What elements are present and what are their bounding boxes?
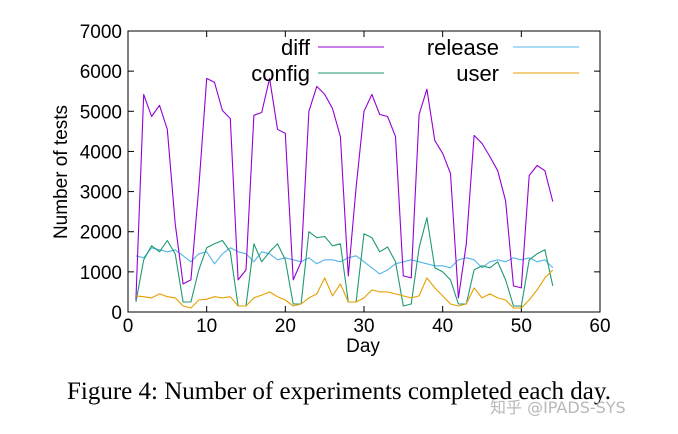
y-tick-label: 4000: [80, 142, 122, 163]
y-tick-label: 6000: [80, 62, 122, 83]
x-axis-label: Day: [346, 336, 380, 357]
y-tick-label: 3000: [80, 183, 122, 204]
y-tick-label: 5000: [80, 102, 122, 123]
x-tick-label: 10: [196, 316, 217, 337]
watermark: 知乎 @IPADS-SYS: [490, 398, 626, 417]
legend-label-user: user: [456, 61, 499, 86]
y-tick-label: 0: [111, 303, 122, 324]
x-tick-label: 20: [275, 316, 296, 337]
legend-label-diff: diff: [281, 35, 311, 60]
y-tick-label: 1000: [80, 263, 122, 284]
x-tick-label: 60: [589, 316, 610, 337]
series-line-diff: [135, 77, 554, 301]
series-line-user: [135, 269, 554, 309]
legend-label-release: release: [427, 35, 499, 60]
x-tick-label: 0: [123, 316, 134, 337]
x-tick-label: 50: [511, 316, 532, 337]
y-tick-label: 7000: [80, 22, 122, 43]
x-tick-label: 30: [353, 316, 374, 337]
y-tick-label: 2000: [80, 223, 122, 244]
series-line-config: [135, 217, 554, 307]
figure-caption: Figure 4: Number of experiments complete…: [66, 378, 612, 405]
x-tick-label: 40: [432, 316, 453, 337]
y-axis-label: Number of tests: [51, 105, 72, 239]
legend-label-config: config: [251, 61, 310, 86]
